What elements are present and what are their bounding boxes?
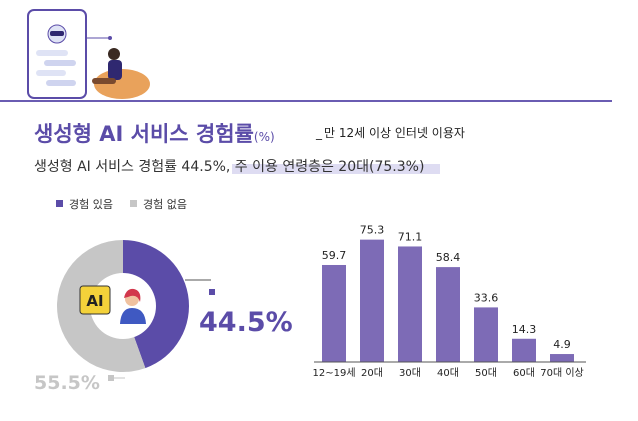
pie-slice-yes	[123, 240, 190, 369]
person-body	[108, 60, 122, 80]
bar-value-label: 33.6	[474, 291, 499, 304]
bar-value-label: 4.9	[553, 338, 571, 351]
donut-chart: AI 44.5% 55.5%	[34, 240, 293, 394]
bar-value-label: 59.7	[322, 249, 347, 262]
bar-category-label: 20대	[361, 367, 383, 379]
bar-category-label: 40대	[437, 367, 459, 379]
header-divider	[0, 100, 612, 102]
legend-swatch-yes	[56, 200, 63, 207]
bar-category-label: 30대	[399, 367, 421, 379]
title-subtext: 만 12세 이상 인터넷 이용자	[316, 124, 465, 141]
bar-value-label: 75.3	[360, 224, 385, 237]
bar-6	[550, 354, 574, 362]
bar-3	[436, 267, 460, 362]
bar-category-label: 12~19세	[312, 367, 355, 379]
robot-visor	[50, 31, 64, 36]
bar-value-label: 71.1	[398, 230, 423, 243]
person-head	[108, 48, 120, 60]
bar-1	[360, 239, 384, 362]
data-label-yes: 44.5%	[199, 307, 293, 338]
subtitle-highlight	[232, 164, 440, 174]
ai-badge	[79, 285, 111, 315]
bar-value-label: 58.4	[436, 251, 461, 264]
chat-bubble	[44, 60, 76, 66]
woman-hair	[124, 288, 141, 302]
chat-bubble	[36, 50, 68, 56]
legend-label-yes: 경험 있음	[69, 198, 113, 211]
legend-swatch-no	[130, 200, 137, 207]
bar-4	[474, 307, 498, 362]
bar-5	[512, 338, 536, 362]
bar-chart: 59.7 12~19세 75.3 20대 71.1 30대 58.4 40대 33.6 50대 14…	[312, 224, 586, 379]
ai-badge-text: AI	[86, 292, 103, 310]
connector-dot	[108, 36, 112, 40]
bar-category-label: 60대	[513, 367, 535, 379]
legend-label-no: 경험 없음	[143, 198, 187, 211]
legend-item-no: 경험 없음	[130, 196, 187, 212]
beanbag	[94, 69, 150, 99]
bar-2	[398, 246, 422, 362]
header-illustration	[27, 9, 150, 99]
leader-marker-no	[108, 375, 114, 381]
chat-bubble	[36, 70, 66, 76]
person-legs	[92, 78, 116, 84]
title-unit: (%)	[253, 130, 275, 144]
page-subtitle: 생성형 AI 서비스 경험률 44.5%, 주 이용 연령층은 20대(75.3…	[34, 159, 425, 175]
page-title: 생성형 AI 서비스 경험률(%)	[34, 122, 275, 146]
woman-body	[120, 308, 146, 324]
legend-item-yes: 경험 있음	[56, 196, 113, 212]
bar-0	[322, 264, 346, 362]
bar-value-label: 14.3	[512, 323, 537, 336]
ai-illustration: AI	[79, 285, 146, 324]
bar-category-label: 70대 이상	[540, 367, 584, 379]
bar-category-label: 50대	[475, 367, 497, 379]
leader-marker-yes	[209, 289, 215, 295]
data-label-no: 55.5%	[34, 372, 100, 394]
chat-bubble	[46, 80, 76, 86]
